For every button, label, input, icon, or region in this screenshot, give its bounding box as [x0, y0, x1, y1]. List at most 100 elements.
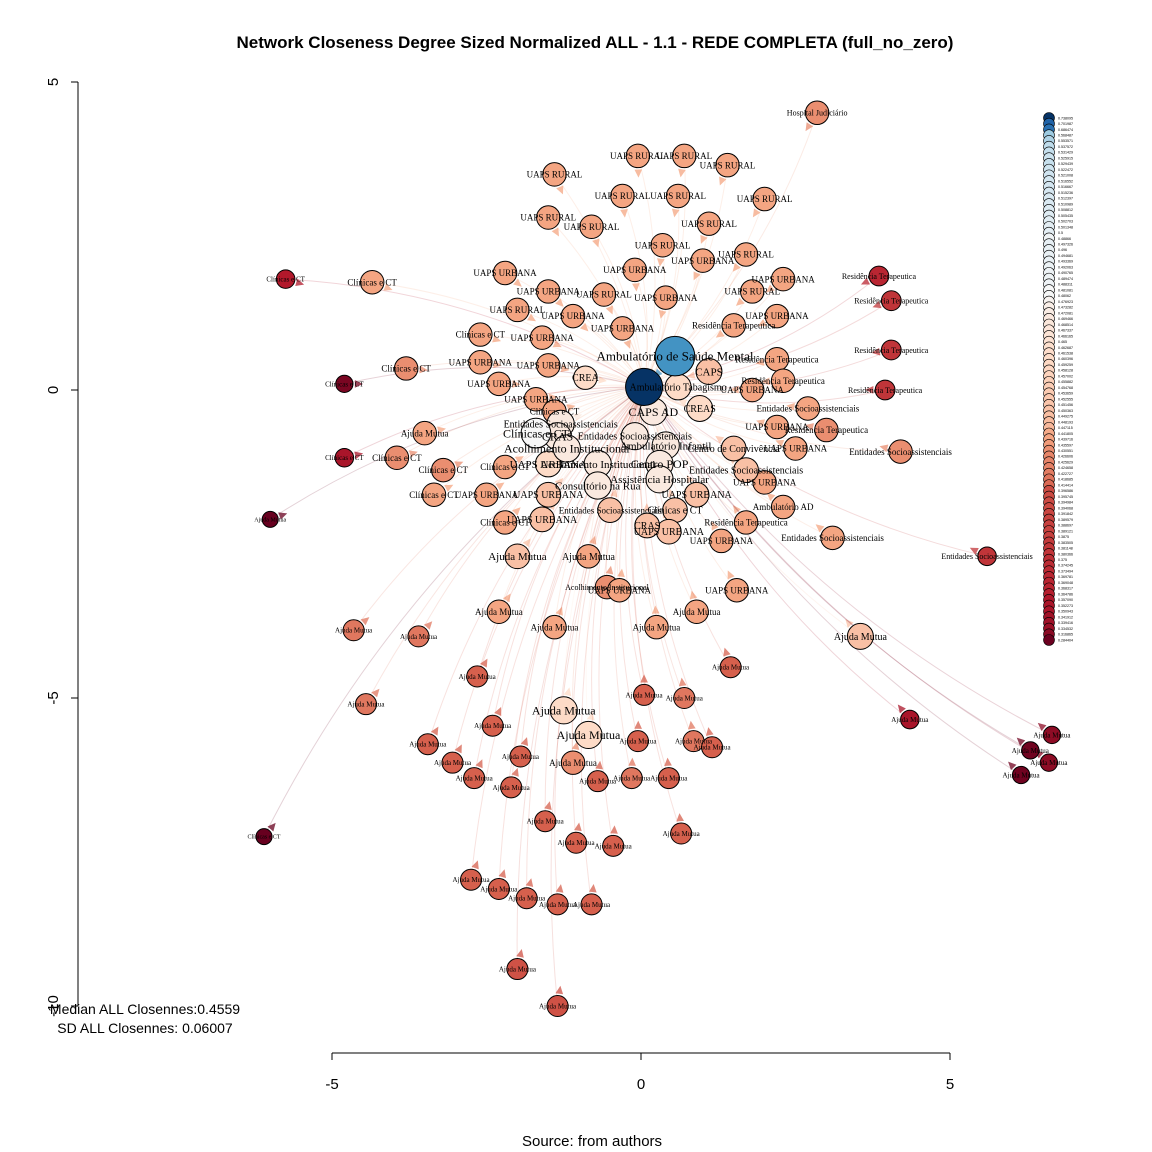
network-node: [565, 831, 588, 854]
network-node: [393, 356, 419, 381]
network-node: [468, 322, 493, 347]
legend-label: 0.430551: [1058, 449, 1073, 453]
node-label: Ajuda Mutua: [891, 716, 929, 724]
edge-arrow: [525, 878, 534, 888]
legend-label: 0.522472: [1058, 168, 1073, 172]
legend-label: 0.383505: [1058, 541, 1073, 545]
edge-arrow: [520, 737, 529, 747]
network-node: [441, 751, 464, 774]
edge-arrow: [634, 169, 643, 178]
legend-label: 0.472081: [1058, 311, 1073, 315]
edge-arrow: [678, 168, 686, 178]
network-node: [535, 481, 562, 508]
edge-arrow: [503, 593, 511, 603]
node-label: UAPS URBANA: [504, 394, 568, 404]
edge-arrow: [512, 380, 521, 388]
network-node: [359, 269, 385, 295]
network-node: [430, 457, 456, 483]
node-label: Ajuda Mutua: [459, 673, 497, 681]
node-label: UAPS URBANA: [513, 490, 584, 501]
network-node: [255, 828, 273, 846]
network-node: [770, 494, 796, 520]
legend-label: 0.374245: [1058, 564, 1073, 568]
node-label: UAPS RURAL: [724, 287, 780, 297]
node-label: UAPS RURAL: [700, 160, 756, 170]
network-node: [416, 733, 439, 756]
legend-label: 0.568487: [1058, 134, 1073, 138]
node-label: Ajuda Mutua: [663, 830, 701, 838]
legend-label: 0.364786: [1058, 592, 1073, 596]
edge-arrow: [295, 278, 305, 287]
legend-label: 0.369781: [1058, 575, 1073, 579]
network-node: [868, 265, 890, 287]
node-label: Ajuda Mutua: [539, 1002, 577, 1010]
legend-label: 0.448193: [1058, 420, 1073, 424]
edge-arrow: [872, 300, 882, 309]
legend-label: 0.453659: [1058, 392, 1073, 396]
network-node: [515, 887, 538, 910]
network-node: [468, 350, 493, 375]
edge-arrow: [516, 949, 524, 958]
node-label: UAPS URBANA: [591, 324, 655, 334]
legend-label: 0.373494: [1058, 569, 1073, 573]
edge: [365, 386, 645, 705]
network-node: [509, 745, 532, 768]
legend-label: 0.341912: [1058, 615, 1073, 619]
node-label: Ajuda Mutua: [562, 552, 616, 563]
node-label: Ajuda Mutua: [452, 876, 490, 884]
node-label: UAPS URBANA: [671, 256, 735, 266]
edge-arrow: [360, 617, 370, 626]
edge-arrow: [705, 727, 714, 736]
network-node: [673, 686, 696, 710]
node-label: UAPS URBANA: [733, 478, 797, 488]
edge-arrow: [592, 238, 600, 248]
node-label: Clínicas e CT: [409, 490, 459, 500]
edge-arrow: [579, 322, 589, 332]
edge: [634, 386, 657, 628]
network-node: [579, 214, 604, 240]
node-label: Centro POP: [631, 457, 689, 471]
network-node: [626, 730, 649, 753]
node-label: Residência Terapeutica: [842, 272, 917, 281]
x-tick-label: -5: [325, 1076, 338, 1093]
network-node: [549, 696, 578, 725]
node-label: CREAS: [684, 404, 716, 415]
legend-label: 0.381148: [1058, 547, 1073, 551]
edge: [643, 386, 1022, 776]
node-label: UAPS URBANA: [588, 585, 652, 595]
node-label: Clínicas e CT: [381, 364, 431, 374]
edge-arrow: [574, 822, 582, 832]
edge: [621, 195, 648, 387]
node-label: UAPS URBANA: [690, 536, 754, 546]
node-label: Entidades Socioassistenciais: [849, 447, 952, 457]
edge-arrow: [775, 439, 785, 447]
node-label: Ajuda Mutua: [549, 758, 597, 768]
network-node: [695, 358, 723, 385]
network-node: [672, 143, 697, 169]
node-label: Ajuda Mutua: [499, 965, 537, 973]
edge-arrow: [408, 450, 418, 458]
edge-arrow: [715, 329, 725, 338]
legend-label: 0.439716: [1058, 438, 1073, 442]
network-node: [421, 482, 447, 507]
node-label: Ajuda Mutua: [834, 632, 888, 643]
edge-arrow: [555, 985, 564, 995]
network-node: [739, 279, 765, 304]
edge: [615, 386, 645, 591]
edge-arrow: [549, 393, 558, 402]
legend-label: 0.494681: [1058, 254, 1073, 258]
axes: 5 0 -5 -10 -5 0 5: [45, 78, 954, 1093]
legend-label: 0.493369: [1058, 260, 1073, 264]
network-node: [597, 497, 623, 523]
edge-arrow: [551, 227, 560, 237]
node-label: Acolhimento Institucional: [540, 459, 655, 471]
legend-label: 0.368317: [1058, 587, 1073, 591]
legend-label: 0.461538: [1058, 351, 1073, 355]
legend-label: 0.469466: [1058, 317, 1073, 321]
network-node: [1042, 725, 1062, 745]
edge-arrow: [498, 869, 506, 879]
network-node: [586, 770, 609, 793]
node-label: Ajuda Mutua: [401, 428, 449, 438]
edge-arrow: [805, 122, 814, 132]
edge: [544, 386, 645, 822]
